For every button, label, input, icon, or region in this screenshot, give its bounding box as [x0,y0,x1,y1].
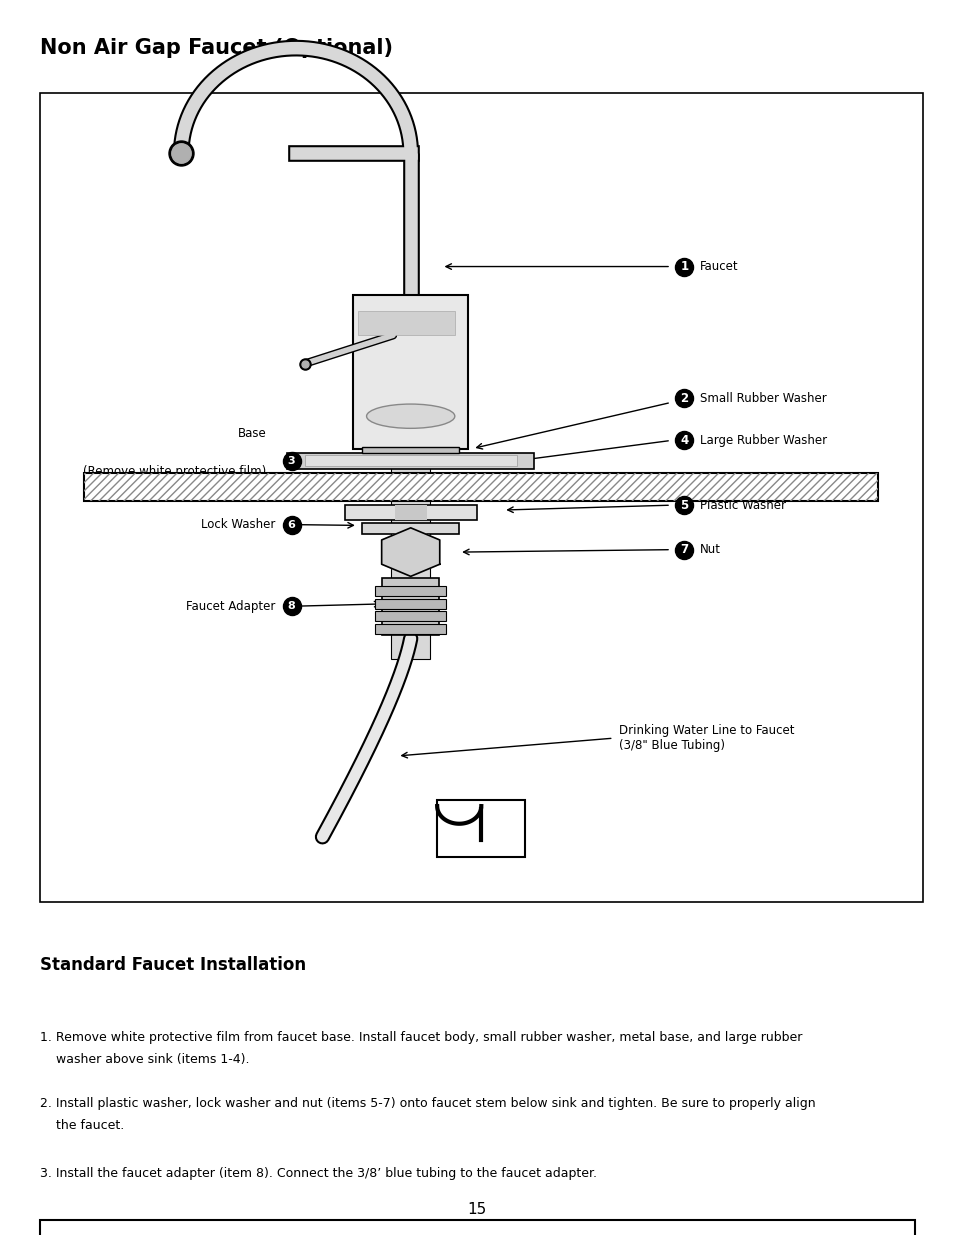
Bar [395,505,426,520]
Text: the faucet.: the faucet. [40,1119,124,1132]
Bar [357,311,455,335]
Polygon shape [381,527,439,577]
Text: If installing a standard faucet the red 1/4″ drain line will be installed direct: If installing a standard faucet the red … [96,1233,746,1235]
Text: Non Air Gap Faucet (Optional): Non Air Gap Faucet (Optional) [40,38,393,58]
Text: Base: Base [237,427,267,441]
Text: 4: 4 [679,433,688,447]
Text: 3. Install the faucet adapter (item 8). Connect the 3/8’ blue tubing to the fauc: 3. Install the faucet adapter (item 8). … [40,1167,597,1181]
Text: Lock Washer: Lock Washer [201,519,275,531]
Text: Large Rubber Washer: Large Rubber Washer [700,433,826,447]
Bar [353,295,468,448]
Bar [362,447,458,453]
Bar [375,624,445,634]
Ellipse shape [366,404,455,429]
Bar [40,1220,914,1235]
Bar [344,505,476,520]
Bar [40,93,922,902]
Text: 3: 3 [288,456,295,466]
Text: Standard Faucet Installation: Standard Faucet Installation [40,956,306,974]
Text: 6: 6 [287,520,295,530]
Text: 1. Remove white protective film from faucet base. Install faucet body, small rub: 1. Remove white protective film from fau… [40,1031,801,1045]
Bar [375,611,445,621]
Bar [84,473,878,501]
Text: 8: 8 [288,601,295,611]
Bar [375,587,445,597]
Text: Plastic Washer: Plastic Washer [700,499,785,511]
Bar [84,473,878,501]
Text: 1: 1 [679,261,688,273]
Text: 5: 5 [679,499,688,511]
Bar [436,800,525,857]
Bar [287,452,534,469]
Text: 15: 15 [467,1203,486,1218]
Text: Drinking Water Line to Faucet
(3/8" Blue Tubing): Drinking Water Line to Faucet (3/8" Blue… [618,724,793,752]
Text: Faucet: Faucet [700,261,739,273]
Bar [362,522,458,535]
Text: Nut: Nut [700,543,720,556]
Bar [391,448,430,659]
Bar [382,578,438,635]
Text: Faucet Adapter: Faucet Adapter [186,600,275,613]
Text: NOTE:: NOTE: [58,1233,101,1235]
Text: Small Rubber Washer: Small Rubber Washer [700,391,826,405]
Text: (Remove white protective film): (Remove white protective film) [84,464,267,478]
Text: 2: 2 [679,391,688,405]
Text: 7: 7 [679,543,688,556]
Bar [375,599,445,609]
Text: 2. Install plastic washer, lock washer and nut (items 5-7) onto faucet stem belo: 2. Install plastic washer, lock washer a… [40,1098,815,1110]
Bar [304,454,516,467]
Text: washer above sink (items 1-4).: washer above sink (items 1-4). [40,1053,250,1066]
